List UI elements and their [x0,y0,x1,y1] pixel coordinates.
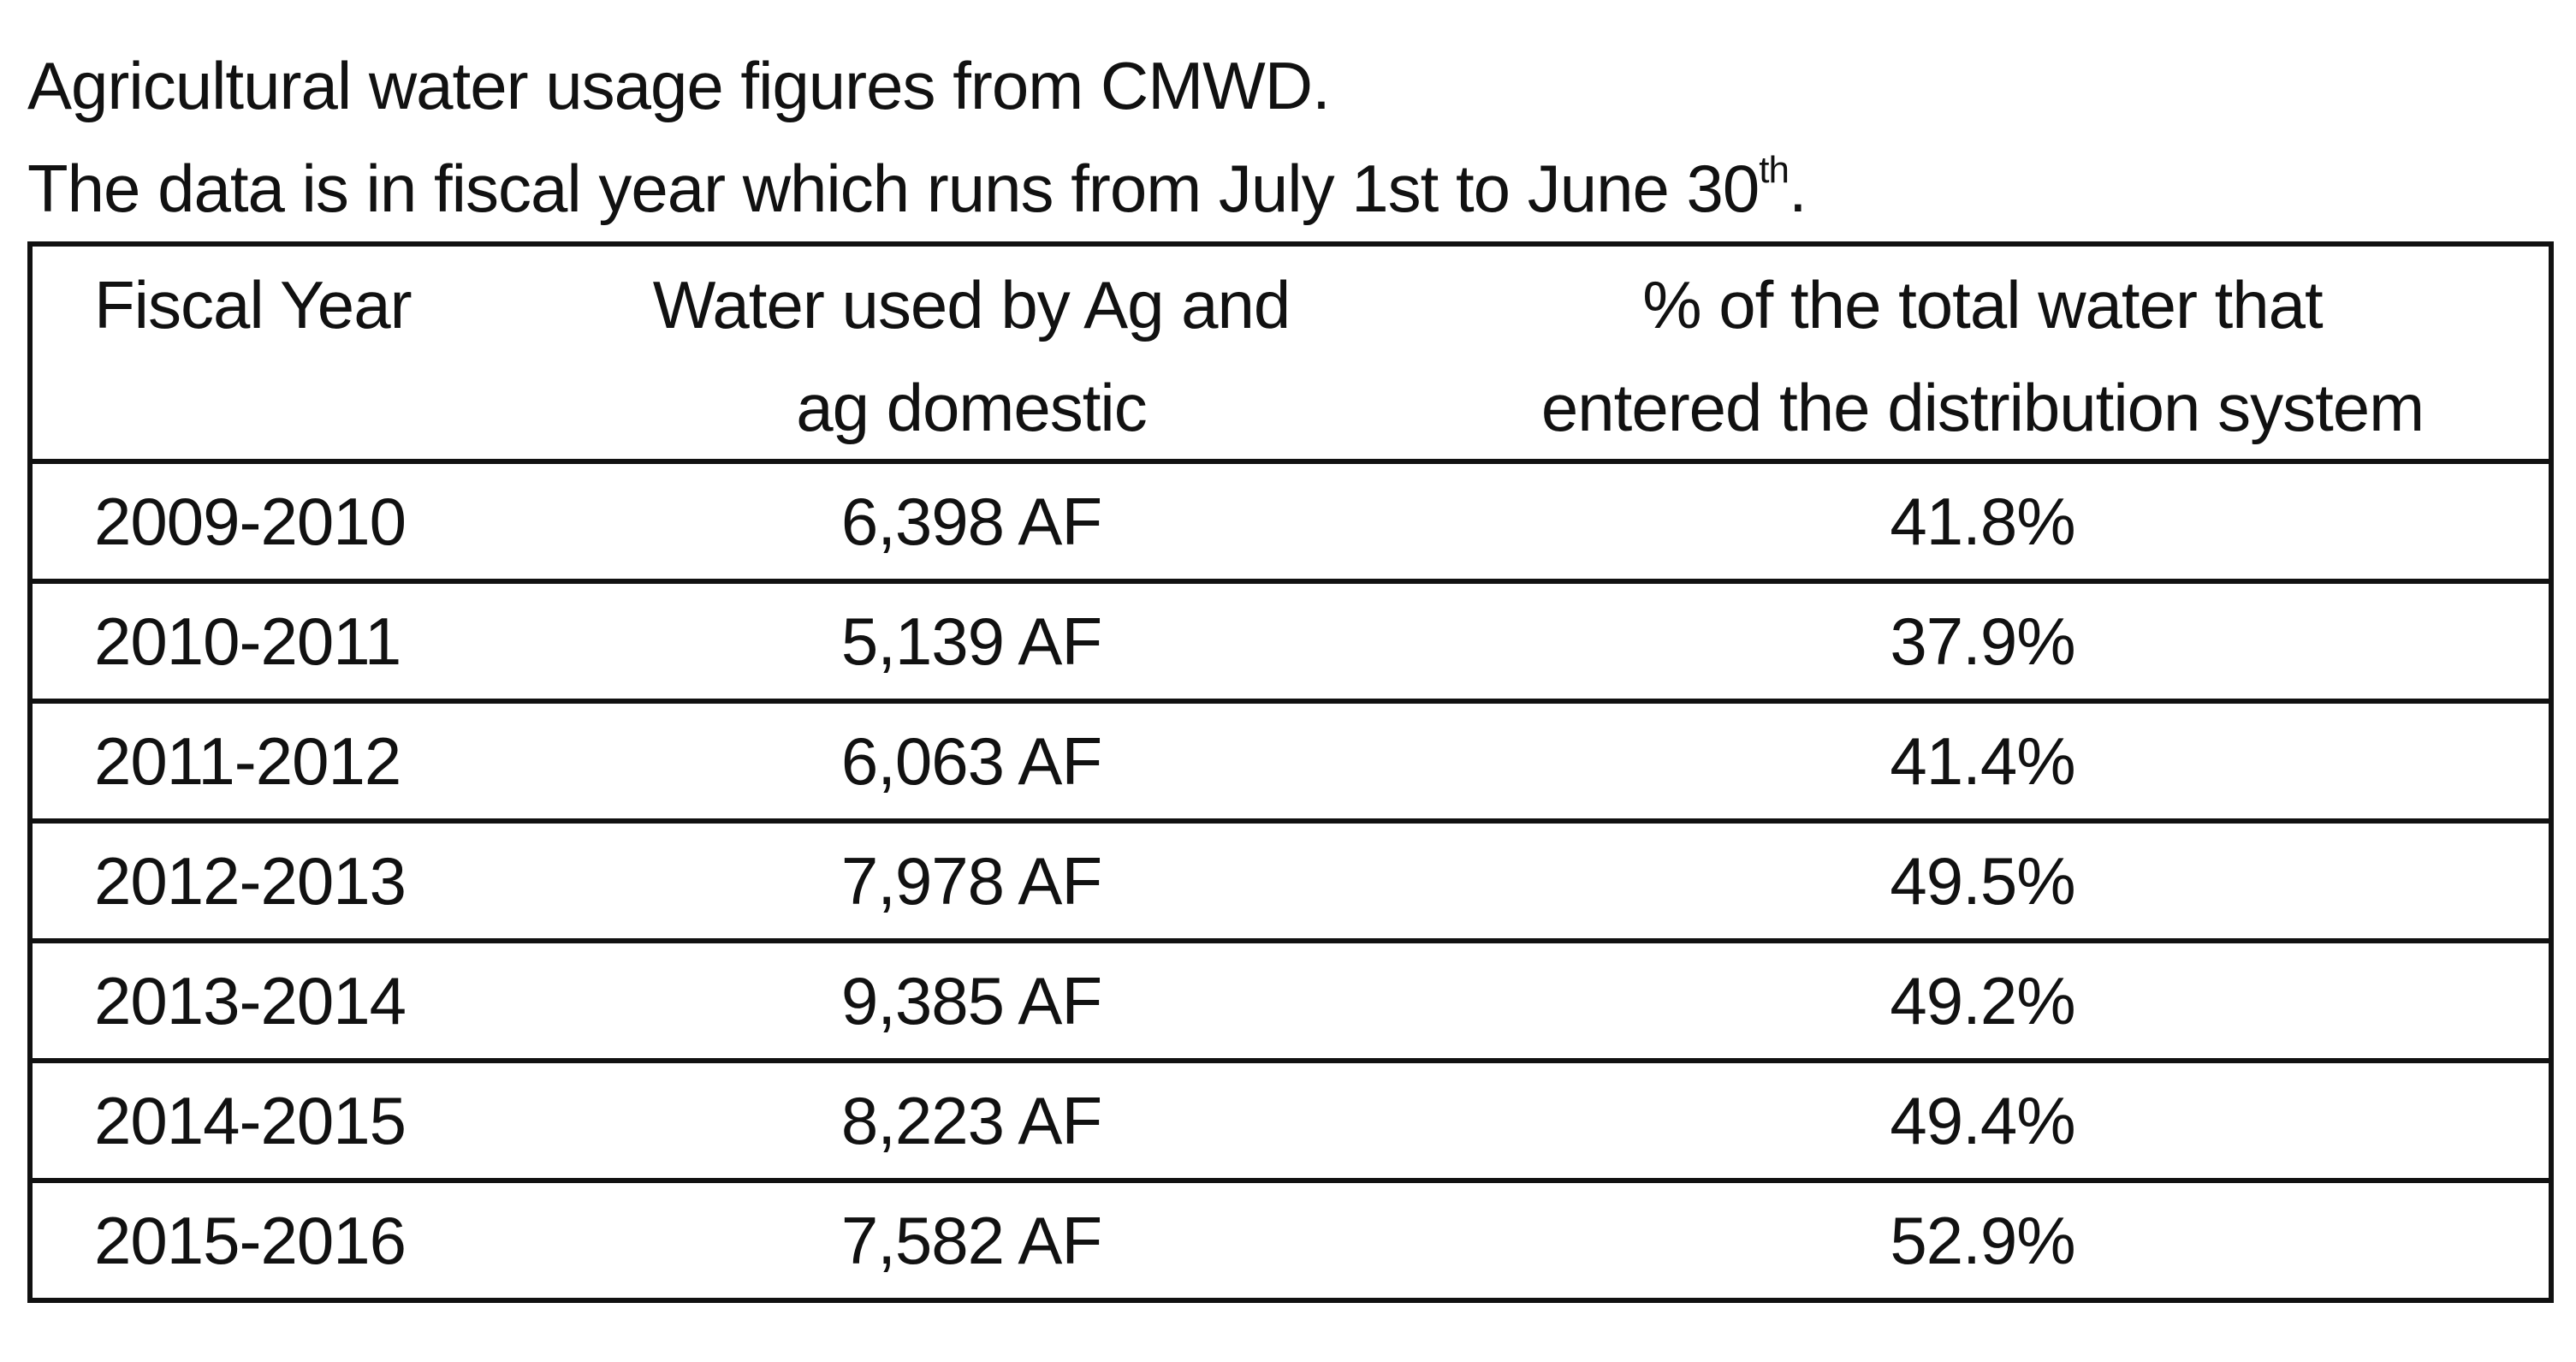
intro-line-1: Agricultural water usage figures from CM… [27,48,1331,123]
cell-fiscal-year: 2012-2013 [27,818,526,943]
cell-percent-total: 41.8% [1416,459,2554,584]
cell-percent-total: 49.5% [1416,818,2554,943]
cell-water-used: 7,582 AF [526,1178,1416,1303]
cell-water-used: 6,398 AF [526,459,1416,584]
cell-percent-total: 52.9% [1416,1178,2554,1303]
intro-line-2-period: . [1788,151,1807,226]
table-row: 2009-2010 6,398 AF 41.8% [27,459,2554,584]
header-percent-total-line-1: % of the total water that [1642,267,2323,342]
table-row: 2010-2011 5,139 AF 37.9% [27,579,2554,704]
header-percent-total-line-2: entered the distribution system [1540,370,2425,445]
cell-percent-total: 37.9% [1416,579,2554,704]
table-row: 2015-2016 7,582 AF 52.9% [27,1178,2554,1303]
table-row: 2013-2014 9,385 AF 49.2% [27,938,2554,1063]
intro-text: Agricultural water usage figures from CM… [27,34,1807,240]
intro-line-2: The data is in fiscal year which runs fr… [27,137,1807,240]
cell-percent-total: 49.4% [1416,1058,2554,1183]
header-water-used-line-1: Water used by Ag and [652,267,1291,342]
intro-line-2-text: The data is in fiscal year which runs fr… [27,151,1760,226]
cell-water-used: 7,978 AF [526,818,1416,943]
cell-water-used: 9,385 AF [526,938,1416,1063]
table-row: 2014-2015 8,223 AF 49.4% [27,1058,2554,1183]
cell-percent-total: 41.4% [1416,699,2554,824]
cell-water-used: 6,063 AF [526,699,1416,824]
cell-fiscal-year: 2013-2014 [27,938,526,1063]
cell-water-used: 5,139 AF [526,579,1416,704]
cell-percent-total: 49.2% [1416,938,2554,1063]
cell-fiscal-year: 2014-2015 [27,1058,526,1183]
cell-water-used: 8,223 AF [526,1058,1416,1183]
cell-fiscal-year: 2010-2011 [27,579,526,704]
table-row: 2012-2013 7,978 AF 49.5% [27,818,2554,943]
water-usage-table: Fiscal Year Water used by Ag and ag dome… [27,241,2554,1303]
cell-fiscal-year: 2011-2012 [27,699,526,824]
header-fiscal-year: Fiscal Year [27,241,526,464]
header-fiscal-year-label: Fiscal Year [94,267,413,342]
header-water-used-line-2: ag domestic [796,370,1148,445]
table-header-row: Fiscal Year Water used by Ag and ag dome… [27,241,2554,464]
cell-fiscal-year: 2009-2010 [27,459,526,584]
header-water-used: Water used by Ag and ag domestic [526,241,1416,464]
header-percent-total: % of the total water that entered the di… [1416,241,2554,464]
intro-line-2-superscript: th [1759,149,1790,191]
cell-fiscal-year: 2015-2016 [27,1178,526,1303]
table-row: 2011-2012 6,063 AF 41.4% [27,699,2554,824]
